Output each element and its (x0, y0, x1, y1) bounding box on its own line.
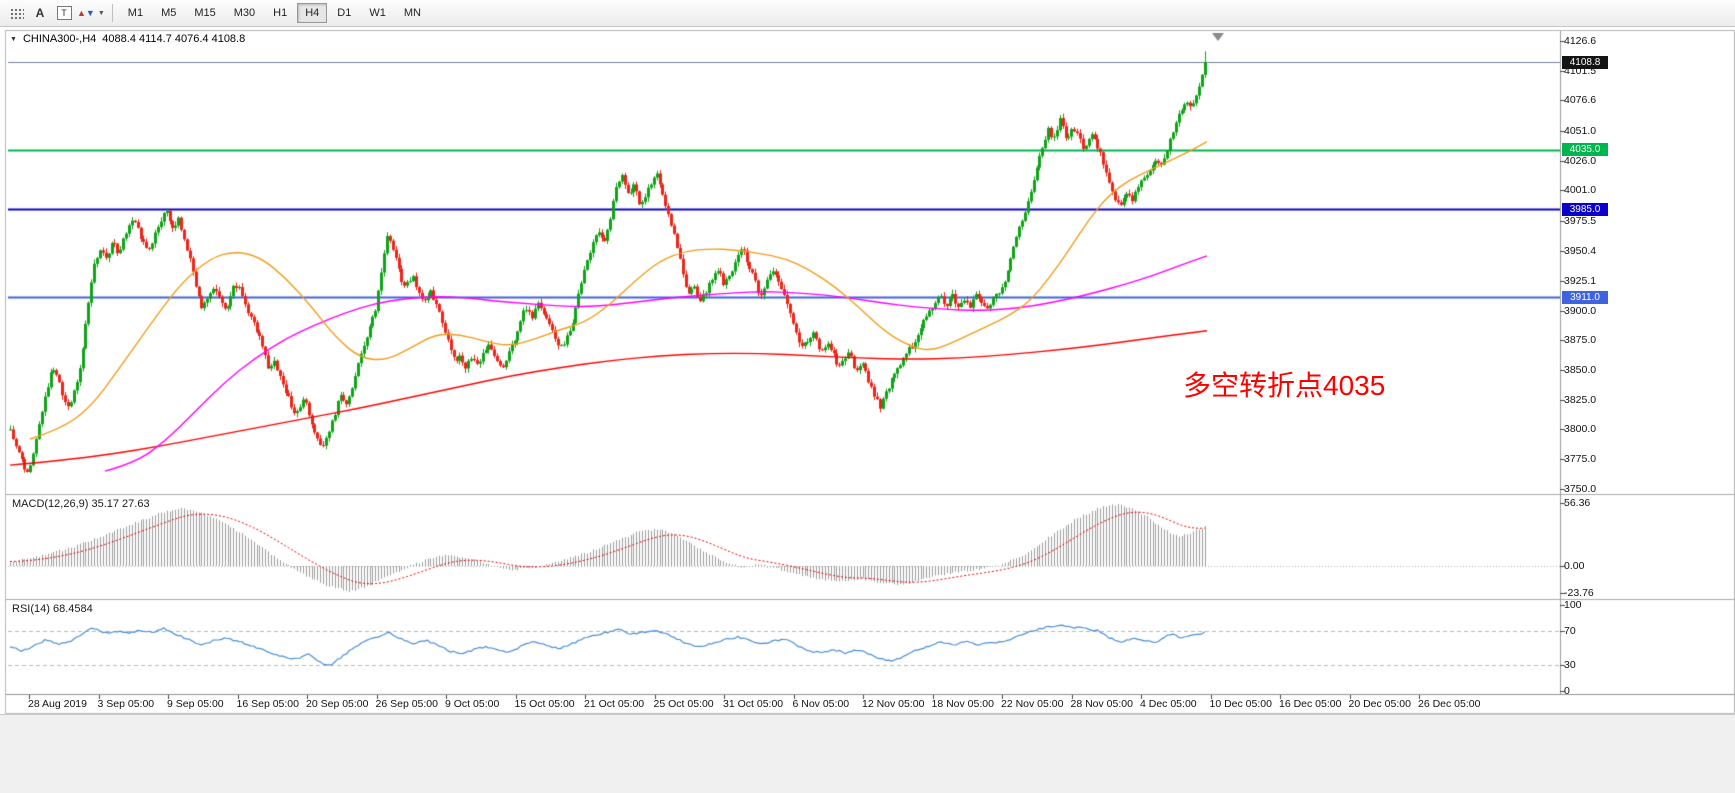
timeframe-h4[interactable]: H4 (297, 3, 328, 23)
timeframe-mn[interactable]: MN (403, 7, 421, 19)
grid-dots-icon (8, 6, 24, 20)
arrow-tools-dropdown[interactable]: ▲ ▼ ▼ (76, 2, 106, 24)
chart-grid-icon[interactable] (4, 2, 28, 24)
timeframe-m15[interactable]: M15 (194, 7, 216, 19)
up-arrow-icon: ▲ (77, 8, 86, 18)
window-bottom-strip (0, 714, 1735, 793)
timeframe-m5[interactable]: M5 (161, 7, 177, 19)
timeframe-h1[interactable]: H1 (273, 7, 288, 19)
price-axis[interactable] (1560, 31, 1735, 694)
text-tool-button[interactable]: A (35, 6, 45, 20)
textbox-glyph: T (56, 6, 72, 20)
timeframe-d1[interactable]: D1 (337, 7, 352, 19)
toolbar: A T ▲ ▼ ▼ M1 M5 M15 M30 H1 H4 D1 W1 MN (0, 0, 1735, 27)
chevron-down-icon: ▼ (97, 9, 105, 17)
timeframe-m30[interactable]: M30 (233, 7, 256, 19)
time-axis[interactable] (6, 694, 1560, 714)
timeframe-w1[interactable]: W1 (369, 7, 386, 19)
timeframe-group: M1 M5 M15 M30 H1 H4 D1 W1 MN (119, 3, 430, 23)
timeframe-m1[interactable]: M1 (127, 7, 144, 19)
down-arrow-icon: ▼ (85, 8, 95, 18)
textbox-tool-button[interactable]: T (52, 2, 76, 24)
toolbar-separator (111, 4, 113, 22)
